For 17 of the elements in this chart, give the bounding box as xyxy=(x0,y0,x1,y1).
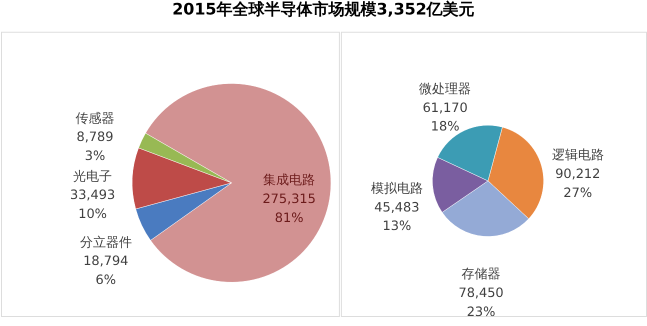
slice-label: 传感器 xyxy=(75,111,114,126)
slice-label: 模拟电路 xyxy=(370,181,423,196)
slice-label: 微处理器 xyxy=(419,82,472,97)
slice-label: 光电子 xyxy=(73,169,112,184)
slice-label: 集成电路 xyxy=(263,173,316,188)
slice-label: 存储器 xyxy=(462,267,501,282)
slice-label: 分立器件 xyxy=(80,234,132,250)
data-label: 45,483 13% xyxy=(374,200,420,234)
chart-title: 2015年全球半导体市场规模3,352亿美元 xyxy=(172,0,475,18)
data-label: 90,212 27% xyxy=(555,166,600,201)
data-label: 33,493 10% xyxy=(70,188,116,222)
data-label: 8,789 3% xyxy=(76,130,114,164)
data-label: 18,794 6% xyxy=(83,254,128,288)
data-label: 275,315 81% xyxy=(262,192,316,226)
data-label: 61,170 18% xyxy=(422,100,468,135)
data-label: 78,450 23% xyxy=(458,286,504,320)
slice-label: 逻辑电路 xyxy=(552,148,604,164)
